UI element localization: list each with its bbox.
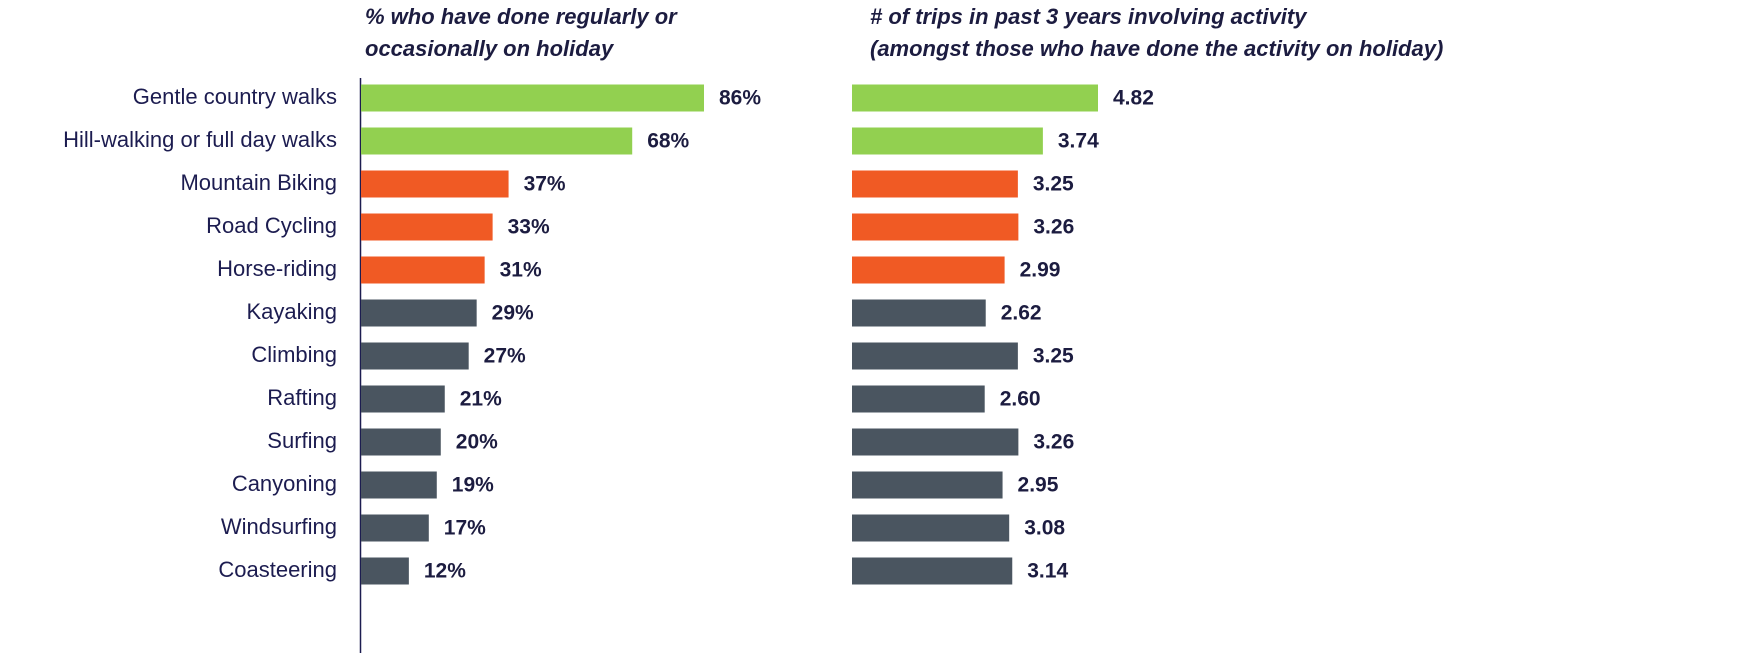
category-label: Climbing	[251, 342, 337, 367]
category-label: Canyoning	[232, 471, 337, 496]
value-label: 3.26	[1033, 216, 1074, 239]
bar	[361, 385, 445, 413]
chart-title: % who have done regularly or	[365, 4, 678, 29]
value-label: 17%	[444, 517, 486, 540]
value-label: 68%	[647, 130, 689, 153]
category-label: Coasteering	[218, 557, 337, 582]
bar	[361, 84, 704, 112]
value-label: 19%	[452, 474, 494, 497]
bar	[361, 428, 441, 456]
bar	[852, 514, 1010, 542]
value-label: 86%	[719, 87, 761, 110]
value-label: 27%	[484, 345, 526, 368]
category-label: Hill-walking or full day walks	[63, 127, 337, 152]
bar	[361, 170, 509, 198]
bar	[852, 557, 1013, 585]
value-label: 3.25	[1033, 345, 1074, 368]
chart-title: (amongst those who have done the activit…	[870, 36, 1443, 61]
value-label: 2.99	[1020, 259, 1061, 282]
value-label: 2.95	[1018, 474, 1059, 497]
category-label: Surfing	[267, 428, 337, 453]
bar	[852, 84, 1098, 112]
bar	[852, 342, 1018, 370]
value-label: 2.62	[1001, 302, 1042, 325]
value-label: 29%	[492, 302, 534, 325]
category-label: Horse-riding	[217, 256, 337, 281]
value-label: 21%	[460, 388, 502, 411]
bar	[852, 299, 986, 327]
chart-title: occasionally on holiday	[365, 36, 615, 61]
bar	[852, 385, 985, 413]
category-label: Windsurfing	[221, 514, 337, 539]
value-label: 3.26	[1033, 431, 1074, 454]
bar	[361, 342, 469, 370]
value-label: 31%	[500, 259, 542, 282]
value-label: 12%	[424, 560, 466, 583]
value-label: 37%	[524, 173, 566, 196]
bar	[361, 256, 485, 284]
bar	[852, 127, 1043, 155]
value-label: 4.82	[1113, 87, 1154, 110]
value-label: 3.14	[1027, 560, 1068, 583]
value-label: 20%	[456, 431, 498, 454]
value-label: 3.08	[1024, 517, 1065, 540]
bar	[361, 213, 493, 241]
category-label: Kayaking	[246, 299, 337, 324]
chart-title: # of trips in past 3 years involving act…	[870, 4, 1308, 29]
category-label: Road Cycling	[206, 213, 337, 238]
value-label: 3.25	[1033, 173, 1074, 196]
bar	[852, 256, 1005, 284]
bar	[361, 471, 437, 499]
bar	[361, 299, 477, 327]
category-label: Gentle country walks	[133, 84, 337, 109]
bar	[852, 170, 1018, 198]
category-label: Rafting	[267, 385, 337, 410]
bar	[852, 428, 1019, 456]
bar	[852, 471, 1003, 499]
value-label: 3.74	[1058, 130, 1099, 153]
bar	[361, 557, 409, 585]
bar	[361, 514, 429, 542]
value-label: 2.60	[1000, 388, 1041, 411]
value-label: 33%	[508, 216, 550, 239]
category-label: Mountain Biking	[180, 170, 337, 195]
bar	[852, 213, 1019, 241]
bar	[361, 127, 633, 155]
